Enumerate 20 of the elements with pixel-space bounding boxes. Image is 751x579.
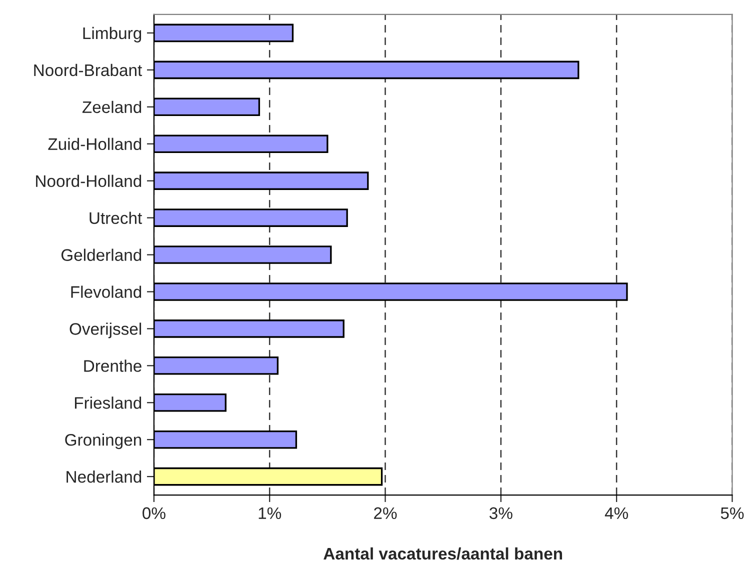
y-tick-label: Groningen	[65, 434, 142, 450]
y-tick-label: Noord-Holland	[36, 174, 142, 188]
y-tick-label: Utrecht	[90, 212, 142, 224]
x-tick-label: 1%	[258, 507, 282, 520]
y-tick-label: Flevoland	[71, 286, 142, 298]
y-tick-label: Friesland	[74, 396, 142, 409]
x-tick-label: 3%	[490, 507, 512, 520]
y-tick-label: Zuid-Holland	[48, 138, 142, 150]
y-tick-label: Nederland	[66, 470, 142, 483]
y-tick-label: Limburg	[83, 26, 142, 42]
x-axis-title: Aantal vacatures/aantal banen	[324, 547, 562, 560]
y-tick-label: Overijssel	[70, 322, 142, 338]
y-tick-label: Zeeland	[82, 100, 142, 114]
x-tick-label: 0%	[142, 507, 166, 520]
y-tick-label: Noord-Brabant	[34, 64, 142, 76]
y-tick-label: Drenthe	[84, 360, 142, 372]
x-tick-label: 2%	[374, 507, 397, 520]
y-tick-label: Gelderland	[61, 248, 142, 261]
x-tick-label: 5%	[720, 507, 744, 520]
x-tick-label: 4%	[604, 507, 628, 520]
